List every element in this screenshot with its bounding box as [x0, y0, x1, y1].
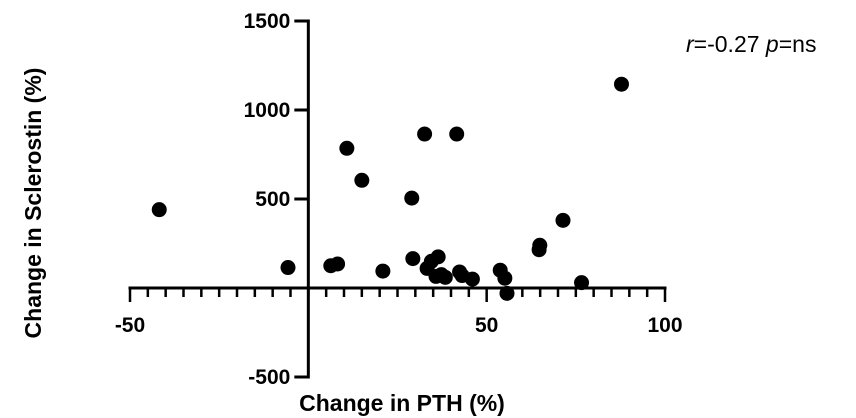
data-points [151, 76, 629, 301]
data-point [574, 275, 590, 291]
p-symbol: p [765, 31, 779, 57]
data-point [613, 76, 629, 92]
data-point [330, 256, 346, 272]
data-point [280, 260, 296, 276]
y-tick-label: 1000 [244, 99, 291, 122]
data-point [532, 237, 548, 253]
data-point [497, 270, 513, 286]
data-point [464, 271, 480, 287]
x-tick-label: -50 [115, 314, 145, 337]
r-symbol: r [686, 31, 695, 57]
data-point [449, 126, 465, 142]
correlation-annotation: r=-0.27 p=ns [686, 31, 816, 57]
data-point [437, 269, 453, 285]
data-point [375, 263, 391, 279]
data-point [151, 202, 167, 218]
data-point [430, 249, 446, 265]
r-value: =-0.27 [694, 31, 766, 57]
y-tick-label: 1500 [244, 10, 291, 33]
axes: -50 50 100 -500 500 1000 1500 [115, 10, 683, 389]
y-tick-label: 500 [255, 188, 290, 211]
data-point [405, 251, 421, 267]
x-tick-label: 50 [475, 314, 498, 337]
p-value: =ns [779, 31, 817, 57]
data-point [404, 190, 420, 206]
y-axis-title: Change in Sclerostin (%) [20, 68, 46, 339]
x-axis-title: Change in PTH (%) [299, 390, 505, 416]
data-point [417, 126, 433, 142]
y-tick-label: -500 [248, 366, 290, 389]
data-point [339, 140, 355, 156]
data-point [555, 212, 571, 228]
x-tick-label: 100 [647, 314, 682, 337]
data-point [354, 172, 370, 188]
data-point [499, 285, 515, 301]
